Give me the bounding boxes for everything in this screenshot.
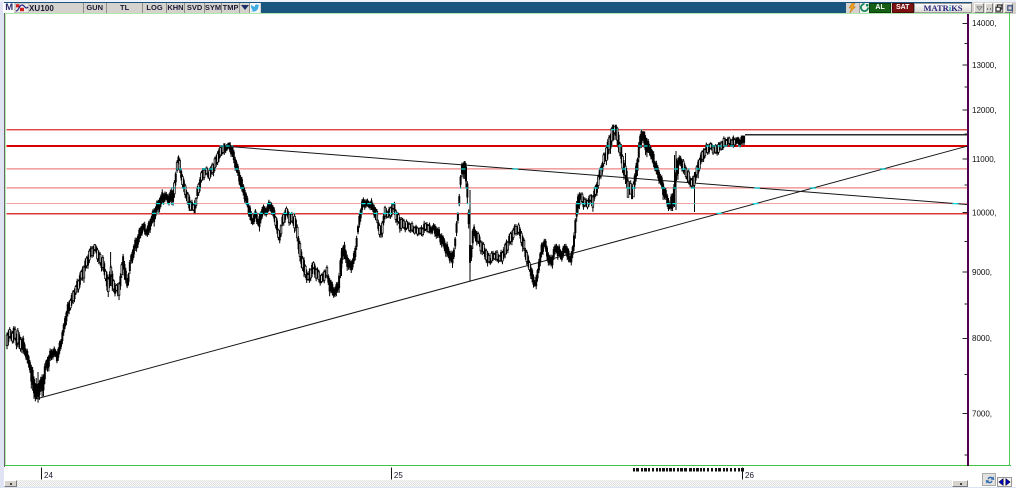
svg-text:14000,: 14000,	[972, 19, 996, 28]
svg-text:8000,: 8000,	[972, 334, 992, 343]
svg-text:11000,: 11000,	[972, 155, 996, 164]
svg-text:10000,: 10000,	[972, 209, 996, 218]
svg-text:24: 24	[44, 471, 53, 480]
svg-text:13000,: 13000,	[972, 61, 996, 70]
svg-text:25: 25	[394, 471, 403, 480]
svg-text:12000,: 12000,	[972, 106, 996, 115]
svg-text:9000,: 9000,	[972, 268, 992, 277]
svg-text:7000,: 7000,	[972, 409, 992, 418]
svg-text:26: 26	[745, 471, 754, 480]
